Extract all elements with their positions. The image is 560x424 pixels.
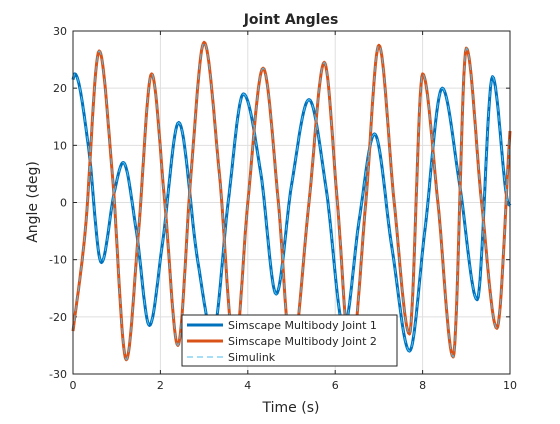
legend-label: Simulink: [228, 351, 276, 364]
legend-label: Simscape Multibody Joint 1: [228, 319, 377, 332]
y-tick-label: 20: [53, 82, 67, 95]
legend-label: Simscape Multibody Joint 2: [228, 335, 377, 348]
y-tick-label: 0: [60, 197, 67, 210]
x-tick-label: 10: [503, 379, 517, 392]
y-axis-label: Angle (deg): [25, 161, 41, 243]
series-line-simulink-1: [72, 73, 511, 352]
y-tick-label: -10: [49, 254, 67, 267]
y-tick-label: -30: [49, 368, 67, 381]
chart-title: Joint Angles: [243, 12, 339, 28]
x-tick-label: 2: [157, 379, 164, 392]
y-tick-label: 10: [53, 139, 67, 152]
x-tick-label: 4: [244, 379, 251, 392]
y-tick-label: 30: [53, 25, 67, 38]
x-axis-label: Time (s): [262, 400, 320, 416]
x-tick-label: 0: [70, 379, 77, 392]
y-tick-label: -20: [49, 311, 67, 324]
axes-box: [72, 30, 511, 375]
x-tick-label: 6: [332, 379, 339, 392]
x-tick-label: 8: [419, 379, 426, 392]
series-line-simulink-2: [72, 41, 511, 361]
legend: Simscape Multibody Joint 1 Simscape Multi…: [181, 314, 398, 367]
